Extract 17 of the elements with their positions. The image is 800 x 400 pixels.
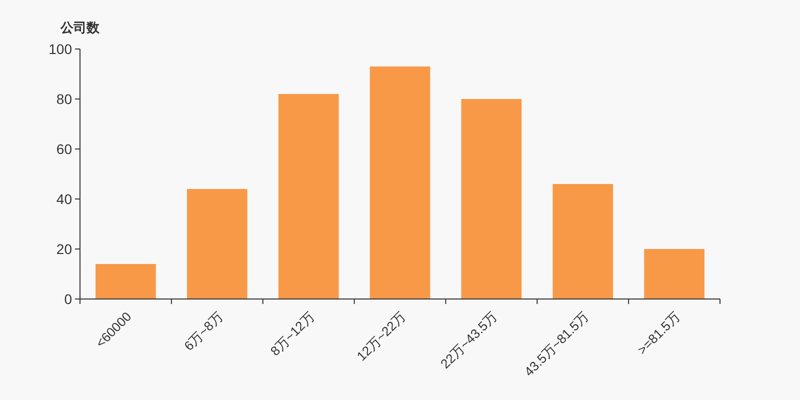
x-tick-label: 8万~12万: [267, 308, 318, 359]
bar: [552, 184, 614, 299]
y-axis-title: 公司数: [60, 20, 100, 35]
y-tick-label: 0: [64, 291, 72, 307]
bar: [370, 66, 430, 299]
x-tick-label: 6万~8万: [181, 308, 226, 354]
y-tick-label: 40: [56, 191, 72, 207]
bar: [278, 94, 339, 299]
bar: [186, 189, 248, 299]
y-tick-label: 100: [48, 41, 72, 57]
y-tick-label: 20: [56, 241, 72, 257]
x-tick-label: 12万~22万: [354, 308, 409, 364]
y-tick-label: 60: [56, 141, 72, 157]
bar: [461, 99, 522, 299]
bar: [96, 264, 156, 299]
y-tick-label: 80: [56, 91, 72, 107]
bar: [644, 249, 704, 299]
